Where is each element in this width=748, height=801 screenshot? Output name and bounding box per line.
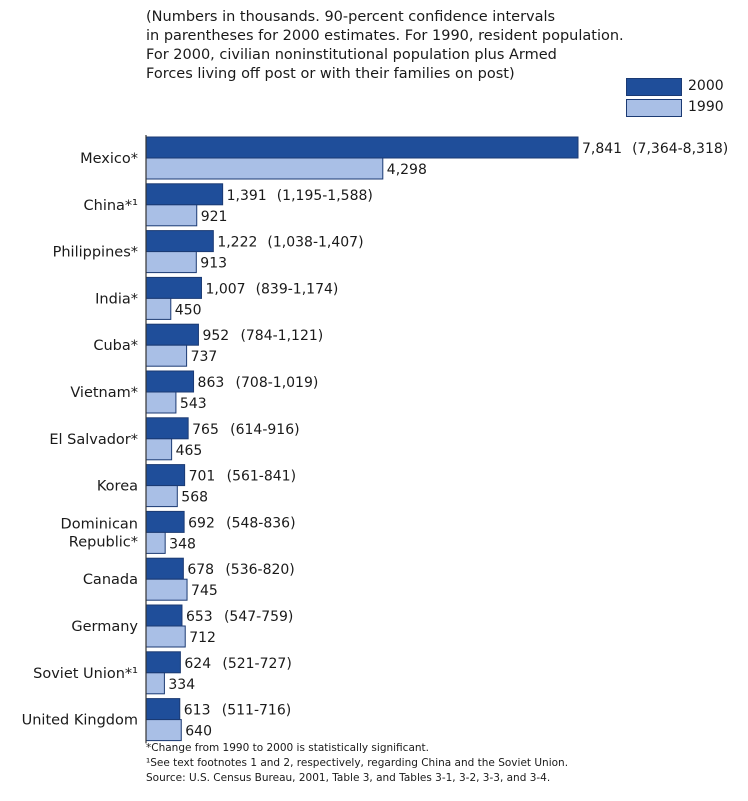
interval-label-2000: (548-836) [226,515,295,531]
bar-1990 [145,297,172,320]
interval-label-2000: (511-716) [222,703,291,719]
interval-label-2000: (614-916) [230,422,299,438]
bar-2000 [145,183,224,206]
interval-label-2000: (1,195-1,588) [277,188,373,204]
category-label: China*¹ [84,198,139,214]
value-label-2000: 765 [192,422,219,438]
value-label-1990: 4,298 [387,162,427,178]
category-label: Korea [97,479,138,495]
interval-label-2000: (536-820) [225,562,294,578]
interval-label-2000: (547-759) [224,609,293,625]
value-label-2000: 7,841 [582,141,622,157]
bar-2000 [145,417,189,440]
category-label: Germany [71,619,138,635]
value-label-1990: 712 [189,630,216,646]
bar-1990 [145,391,177,414]
category-label: Soviet Union*¹ [33,666,138,682]
bar-2000 [145,464,186,487]
legend-label-2000: 2000 [688,78,724,94]
bar-1990 [145,157,384,180]
bar-1990 [145,672,165,695]
interval-label-2000: (561-841) [227,469,296,485]
value-label-1990: 348 [169,536,196,552]
bar-1990 [145,485,178,508]
bar-2000 [145,698,181,721]
bar-2000 [145,604,183,627]
footnote-source: Source: U.S. Census Bureau, 2001, Table … [146,772,551,784]
category-label: Philippines* [53,245,138,261]
bar-1990 [145,344,188,367]
category-label: Cuba* [93,338,138,354]
value-label-1990: 921 [201,209,228,225]
bar-1990 [145,204,198,227]
value-label-2000: 692 [188,515,215,531]
value-label-2000: 1,391 [227,188,267,204]
category-label: El Salvador* [49,432,138,448]
bar-1990 [145,625,186,648]
bar-2000 [145,136,579,159]
interval-label-2000: (1,038-1,407) [267,235,363,251]
value-label-2000: 863 [198,375,225,391]
bar-2000 [145,370,195,393]
bar-1990 [145,438,173,461]
value-label-1990: 745 [191,583,218,599]
value-label-2000: 653 [186,609,213,625]
interval-label-2000: (521-727) [222,656,291,672]
bar-2000 [145,651,181,674]
value-label-2000: 624 [184,656,211,672]
category-label: United Kingdom [22,713,138,729]
legend-swatch-1990 [626,99,682,117]
category-label: Vietnam* [70,385,138,401]
interval-label-2000: (784-1,121) [240,328,323,344]
value-label-1990: 640 [185,724,212,740]
value-label-2000: 952 [202,328,229,344]
value-label-2000: 701 [189,469,216,485]
value-label-1990: 465 [176,443,203,459]
value-label-2000: 613 [184,703,211,719]
bar-2000 [145,510,185,533]
bar-2000 [145,323,199,346]
footnote-china-soviet: ¹See text footnotes 1 and 2, respectivel… [146,757,569,769]
value-label-1990: 568 [181,490,208,506]
bar-1990 [145,719,182,742]
category-label: Republic* [69,534,138,550]
legend-label-1990: 1990 [688,99,724,115]
bar-2000 [145,230,214,253]
value-label-1990: 450 [175,302,202,318]
category-label: Dominican [61,516,138,532]
interval-label-2000: (708-1,019) [236,375,319,391]
footnote-significance: *Change from 1990 to 2000 is statistical… [146,742,429,754]
category-label: Canada [83,572,138,588]
bar-2000 [145,276,202,299]
category-label: India* [95,291,138,307]
value-label-2000: 1,007 [205,281,245,297]
legend-swatch-2000 [626,78,682,96]
bar-1990 [145,531,166,554]
category-label: Mexico* [80,151,138,167]
bar-1990 [145,578,188,601]
footnotes: *Change from 1990 to 2000 is statistical… [146,741,746,786]
value-label-1990: 737 [191,349,218,365]
value-label-1990: 543 [180,396,207,412]
bar-2000 [145,557,184,580]
value-label-2000: 678 [187,562,214,578]
chart-subtitle: (Numbers in thousands. 90-percent confid… [146,9,624,82]
value-label-1990: 334 [168,677,195,693]
interval-label-2000: (839-1,174) [256,281,339,297]
value-label-1990: 913 [200,256,227,272]
interval-label-2000: (7,364-8,318) [632,141,728,157]
bar-1990 [145,251,197,274]
value-label-2000: 1,222 [217,235,257,251]
